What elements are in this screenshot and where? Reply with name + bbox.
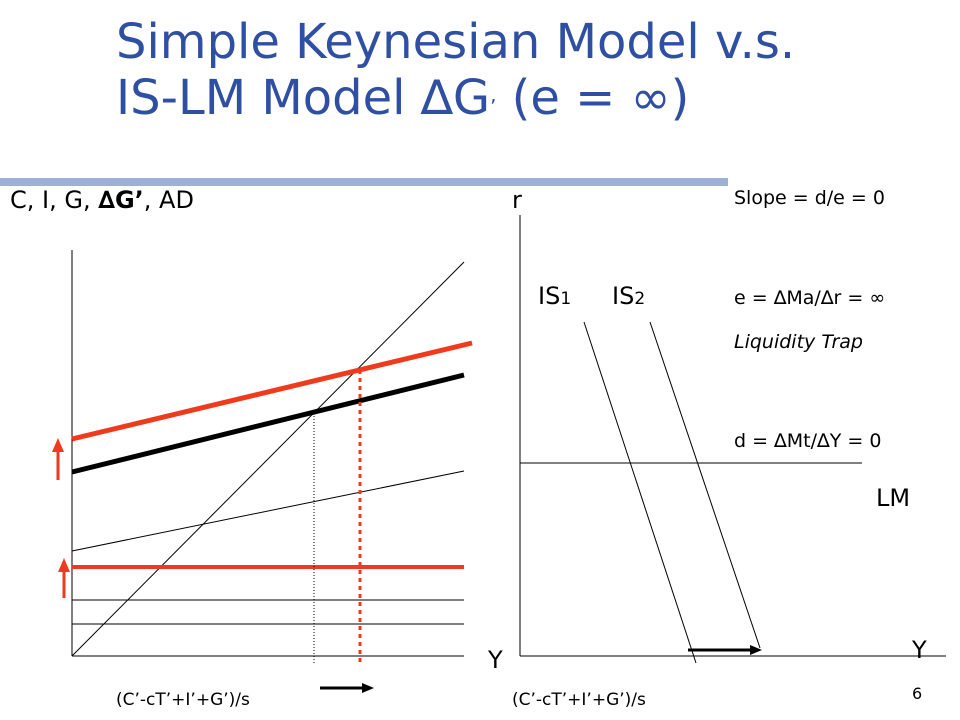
title-line-2-prefix: IS-LM Model: [116, 70, 421, 126]
is2-subscript: 2: [634, 289, 646, 309]
left-multiplier-label: (C’-cT’+I’+G’)/s: [116, 690, 250, 710]
left-y-axis-label: C, I, G, ∆G’, AD: [10, 186, 194, 214]
left-shift-right-arrowhead: [362, 683, 374, 693]
right-shift-right-arrowhead: [750, 645, 762, 655]
liquidity-trap-note: Liquidity Trap: [734, 331, 863, 353]
e-definition-note: e = ∆Ma/∆r = ∞: [734, 287, 886, 309]
is1-curve: [583, 321, 697, 664]
lm-label: LM: [876, 484, 911, 512]
title-prime: ’: [490, 95, 497, 119]
page-number: 6: [912, 684, 923, 703]
g-shift-up-arrowhead: [58, 558, 70, 572]
is1-label: IS1: [538, 282, 572, 310]
right-multiplier-label: (C’-cT’+I’+G’)/s: [512, 690, 646, 710]
slide-title: Simple Keynesian Model v.s. IS-LM Model …: [116, 14, 795, 135]
left-y-axis-label-prefix: C, I, G,: [10, 186, 99, 214]
left-y-axis-label-suffix: , AD: [143, 186, 194, 214]
title-divider-gap: [728, 178, 960, 186]
is1-subscript: 1: [560, 289, 572, 309]
right-x-axis-label: Y: [912, 636, 927, 664]
title-line-1: Simple Keynesian Model v.s.: [116, 14, 796, 70]
is2-curve: [649, 321, 761, 649]
right-y-axis-label: r: [512, 186, 522, 214]
left-y-axis-label-delta-g: ∆G’: [98, 186, 144, 214]
left-x-axis-label: Y: [488, 646, 503, 674]
title-delta-g: ∆G: [420, 70, 491, 126]
consumption-line: [71, 470, 465, 552]
title-line-2: IS-LM Model ∆G’ (e = ∞): [116, 70, 795, 135]
forty-five-degree-line: [71, 261, 465, 657]
aggregate-demand-line-2: [71, 340, 473, 442]
slope-note: Slope = d/e = 0: [734, 187, 885, 209]
title-line-2-suffix: (e = ∞): [496, 70, 690, 126]
is2-label: IS2: [612, 282, 646, 310]
aggregate-demand-line-1: [71, 372, 465, 475]
title-divider: [0, 178, 728, 186]
d-definition-note: d = ∆Mt/∆Y = 0: [734, 430, 882, 452]
ad-shift-up-arrowhead: [52, 438, 64, 452]
